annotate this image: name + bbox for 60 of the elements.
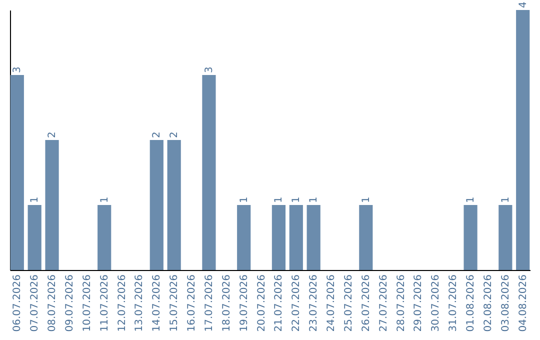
bar bbox=[272, 205, 286, 270]
x-tick-label: 21.07.2026 bbox=[274, 274, 285, 332]
x-tick-label: 18.07.2026 bbox=[221, 274, 232, 332]
x-tick-label: 06.07.2026 bbox=[12, 274, 24, 332]
x-tick-label: 07.07.2026 bbox=[30, 274, 41, 332]
bar bbox=[516, 10, 530, 270]
x-tick-label: 28.07.2026 bbox=[396, 274, 407, 332]
bar bbox=[28, 205, 42, 270]
x-tick-label: 27.07.2026 bbox=[378, 274, 390, 332]
data-label: 1 bbox=[291, 196, 302, 203]
data-label: 1 bbox=[238, 196, 250, 203]
x-tick-label: 26.07.2026 bbox=[360, 274, 372, 332]
x-tick-label: 29.07.2026 bbox=[413, 274, 424, 332]
x-tick-label: 08.07.2026 bbox=[47, 274, 58, 332]
x-tick-label: 22.07.2026 bbox=[291, 274, 302, 332]
x-tick-label: 10.07.2026 bbox=[82, 274, 93, 332]
x-tick-label: 25.07.2026 bbox=[343, 274, 354, 332]
x-tick-label: 15.07.2026 bbox=[169, 274, 180, 332]
x-tick-label: 24.07.2026 bbox=[326, 274, 338, 332]
x-tick-label: 20.07.2026 bbox=[256, 274, 268, 332]
bar bbox=[498, 205, 512, 270]
x-tick-label: 03.08.2026 bbox=[500, 274, 512, 332]
bar bbox=[306, 205, 320, 270]
bar bbox=[10, 75, 24, 270]
data-label: 3 bbox=[12, 66, 24, 73]
x-tick-label: 02.08.2026 bbox=[482, 274, 494, 332]
data-label: 1 bbox=[30, 196, 41, 203]
data-label: 1 bbox=[360, 196, 372, 203]
bar bbox=[45, 140, 59, 270]
x-tick-label: 14.07.2026 bbox=[152, 274, 163, 332]
x-tick-label: 16.07.2026 bbox=[186, 274, 198, 332]
data-label: 2 bbox=[47, 132, 58, 138]
bar bbox=[237, 205, 251, 270]
bar bbox=[359, 205, 373, 270]
data-label: 1 bbox=[500, 196, 512, 203]
x-tick-label: 17.07.2026 bbox=[204, 274, 215, 332]
data-label: 1 bbox=[274, 196, 285, 203]
x-tick-label: 11.07.2026 bbox=[99, 274, 110, 332]
data-label: 2 bbox=[152, 132, 163, 138]
data-label: 2 bbox=[169, 132, 180, 138]
x-tick-label: 30.07.2026 bbox=[430, 274, 442, 332]
bar bbox=[289, 205, 303, 270]
bar bbox=[167, 140, 181, 270]
data-label: 1 bbox=[466, 196, 477, 203]
x-tick-label: 01.08.2026 bbox=[466, 274, 477, 332]
x-tick-label: 23.07.2026 bbox=[308, 274, 320, 332]
x-tick-label: 19.07.2026 bbox=[238, 274, 250, 332]
x-tick-label: 12.07.2026 bbox=[116, 274, 128, 332]
x-tick-label: 31.07.2026 bbox=[448, 274, 460, 332]
x-tick-label: 04.08.2026 bbox=[518, 274, 529, 332]
data-label: 1 bbox=[99, 196, 110, 203]
data-label: 4 bbox=[518, 2, 529, 8]
bar bbox=[464, 205, 478, 270]
bar bbox=[98, 205, 112, 270]
x-tick-label: 13.07.2026 bbox=[134, 274, 146, 332]
data-label: 1 bbox=[308, 196, 320, 203]
bar bbox=[150, 140, 164, 270]
bar bbox=[202, 75, 216, 270]
data-label: 3 bbox=[204, 66, 215, 73]
x-tick-label: 09.07.2026 bbox=[64, 274, 76, 332]
